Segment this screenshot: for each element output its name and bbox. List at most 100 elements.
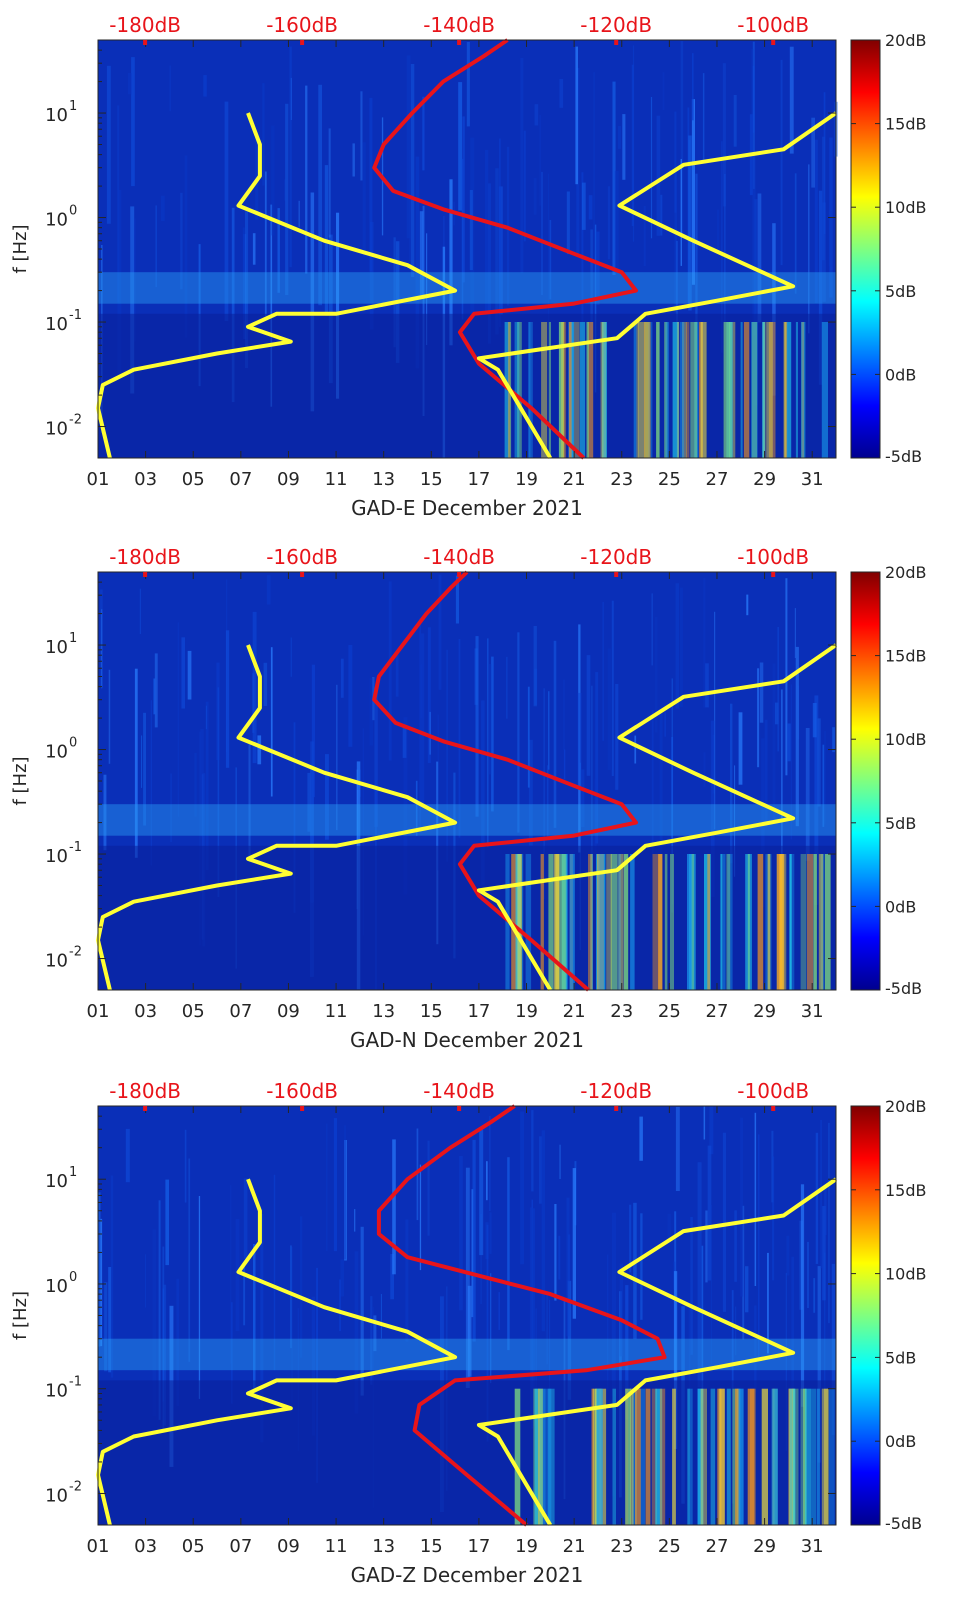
x-tick-label: 17 xyxy=(467,1536,490,1557)
x-tick-label: 29 xyxy=(753,469,776,490)
colorbar-label: 5dB xyxy=(885,814,916,833)
y-axis-label: f [Hz] xyxy=(10,224,31,273)
x-tick-label: 15 xyxy=(420,469,443,490)
colorbar-label: 15dB xyxy=(885,647,927,666)
x-tick-label: 05 xyxy=(182,1536,205,1557)
x-tick-label: 17 xyxy=(467,469,490,490)
top-axis-tick xyxy=(614,572,619,577)
series-line-1 xyxy=(376,1104,667,1527)
y-tick-exponent: -1 xyxy=(69,840,82,855)
colorbar-label: 15dB xyxy=(885,1181,927,1200)
series-line-2 xyxy=(96,644,458,991)
y-tick-label: 10 xyxy=(45,419,68,440)
x-axis-label: GAD-Z December 2021 xyxy=(351,1563,584,1587)
x-tick-label: 29 xyxy=(753,1536,776,1557)
x-tick-label: 03 xyxy=(134,1536,157,1557)
y-tick-exponent: 0 xyxy=(69,1270,77,1285)
y-tick-exponent: 0 xyxy=(69,736,77,751)
y-tick-label: 10 xyxy=(45,637,68,658)
colorbar-label: 20dB xyxy=(885,563,927,582)
top-axis-label: -100dB xyxy=(737,545,809,569)
x-tick-label: 21 xyxy=(563,1001,586,1022)
top-axis-label: -140dB xyxy=(423,545,495,569)
colorbar-label: 5dB xyxy=(885,1348,916,1367)
colorbar xyxy=(850,571,881,991)
x-tick-label: 27 xyxy=(706,1001,729,1022)
x-tick-label: 19 xyxy=(515,469,538,490)
series-line-3 xyxy=(476,643,838,992)
top-axis-tick xyxy=(614,40,619,45)
top-axis-label: -180dB xyxy=(109,13,181,37)
colorbar-label: -5dB xyxy=(885,1514,922,1533)
x-tick-label: 23 xyxy=(610,1001,633,1022)
top-axis-tick xyxy=(143,40,148,45)
series-line-2 xyxy=(96,1178,458,1526)
colorbar-label: 5dB xyxy=(885,282,916,301)
top-axis-label: -100dB xyxy=(737,13,809,37)
x-tick-label: 21 xyxy=(563,1536,586,1557)
x-tick-label: 27 xyxy=(706,469,729,490)
top-axis-tick xyxy=(457,40,462,45)
y-tick-label: 10 xyxy=(45,846,68,867)
x-tick-label: 31 xyxy=(801,1536,824,1557)
x-tick-label: 13 xyxy=(372,469,395,490)
x-tick-label: 03 xyxy=(134,469,157,490)
x-tick-label: 19 xyxy=(515,1001,538,1022)
y-tick-label: 10 xyxy=(45,210,68,231)
top-axis-label: -160dB xyxy=(266,13,338,37)
y-axis-label: f [Hz] xyxy=(10,1291,31,1340)
y-tick-exponent: -1 xyxy=(69,1375,82,1390)
x-axis-label: GAD-E December 2021 xyxy=(351,496,583,520)
top-axis-label: -140dB xyxy=(423,13,495,37)
x-tick-label: 05 xyxy=(182,469,205,490)
x-tick-label: 07 xyxy=(229,1001,252,1022)
top-axis-tick xyxy=(300,1106,305,1111)
top-axis-label: -120dB xyxy=(580,545,652,569)
x-tick-label: 25 xyxy=(658,1536,681,1557)
x-axis-label: GAD-N December 2021 xyxy=(350,1028,584,1052)
spectrogram-image xyxy=(98,572,836,990)
x-tick-label: 19 xyxy=(515,1536,538,1557)
spectrogram-image xyxy=(98,40,838,458)
x-tick-label: 27 xyxy=(706,1536,729,1557)
top-axis-tick xyxy=(300,572,305,577)
colorbar xyxy=(850,1105,881,1526)
colorbar-label: 20dB xyxy=(885,31,927,50)
x-tick-label: 07 xyxy=(229,1536,252,1557)
top-axis-tick xyxy=(457,572,462,577)
colorbar-label: 10dB xyxy=(885,198,927,217)
x-tick-label: 15 xyxy=(420,1001,443,1022)
x-tick-label: 09 xyxy=(277,1001,300,1022)
y-tick-exponent: -2 xyxy=(69,945,82,960)
top-axis-tick xyxy=(143,572,148,577)
top-axis-tick xyxy=(771,40,776,45)
x-tick-label: 01 xyxy=(87,1001,110,1022)
spectrogram-image xyxy=(98,1106,836,1525)
y-tick-label: 10 xyxy=(45,1276,68,1297)
colorbar xyxy=(850,39,881,459)
x-tick-label: 05 xyxy=(182,1001,205,1022)
series-line-1 xyxy=(372,38,638,460)
series-line-2 xyxy=(96,112,458,459)
y-tick-label: 10 xyxy=(45,314,68,335)
top-axis-label: -160dB xyxy=(266,545,338,569)
series-line-3 xyxy=(476,1177,838,1527)
top-axis-label: -180dB xyxy=(109,1079,181,1103)
x-tick-label: 13 xyxy=(372,1536,395,1557)
x-tick-label: 31 xyxy=(801,1001,824,1022)
y-tick-label: 10 xyxy=(45,742,68,763)
top-axis-tick xyxy=(300,40,305,45)
colorbar-label: -5dB xyxy=(885,447,922,466)
y-tick-label: 10 xyxy=(45,951,68,972)
colorbar-label: 15dB xyxy=(885,115,927,134)
x-tick-label: 11 xyxy=(325,1001,348,1022)
top-axis-label: -160dB xyxy=(266,1079,338,1103)
y-tick-label: 10 xyxy=(45,105,68,126)
y-tick-label: 10 xyxy=(45,1485,68,1506)
x-tick-label: 17 xyxy=(467,1001,490,1022)
x-tick-label: 09 xyxy=(277,469,300,490)
x-tick-label: 25 xyxy=(658,469,681,490)
x-tick-label: 31 xyxy=(801,469,824,490)
